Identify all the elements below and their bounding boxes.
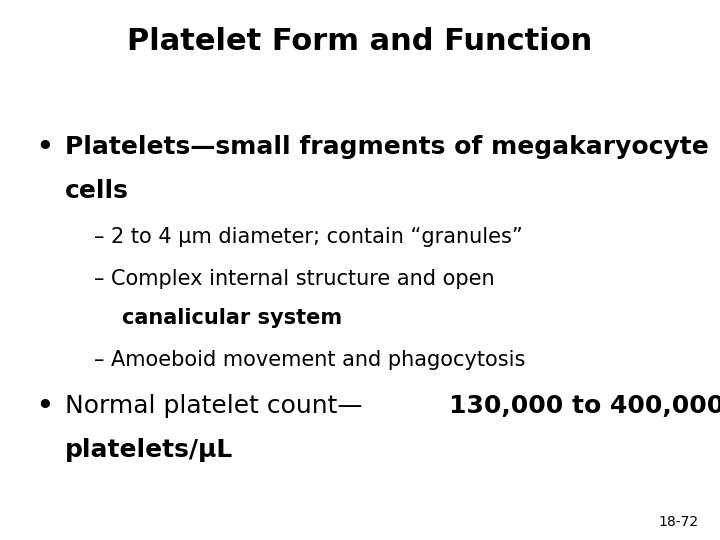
Text: Platelet Form and Function: Platelet Form and Function bbox=[127, 27, 593, 56]
Text: •: • bbox=[36, 394, 53, 420]
Text: canalicular system: canalicular system bbox=[122, 308, 343, 328]
Text: cells: cells bbox=[65, 179, 129, 203]
Text: – Amoeboid movement and phagocytosis: – Amoeboid movement and phagocytosis bbox=[94, 350, 525, 370]
Text: Platelets—small fragments of megakaryocyte: Platelets—small fragments of megakaryocy… bbox=[65, 135, 708, 159]
Text: platelets/μL: platelets/μL bbox=[65, 438, 233, 462]
Text: – 2 to 4 μm diameter; contain “granules”: – 2 to 4 μm diameter; contain “granules” bbox=[94, 227, 522, 247]
Text: Normal platelet count—: Normal platelet count— bbox=[65, 394, 362, 418]
Text: 18-72: 18-72 bbox=[658, 515, 698, 529]
Text: – Complex internal structure and open: – Complex internal structure and open bbox=[94, 269, 494, 289]
Text: 130,000 to 400,000: 130,000 to 400,000 bbox=[449, 394, 720, 418]
Text: •: • bbox=[36, 135, 53, 161]
